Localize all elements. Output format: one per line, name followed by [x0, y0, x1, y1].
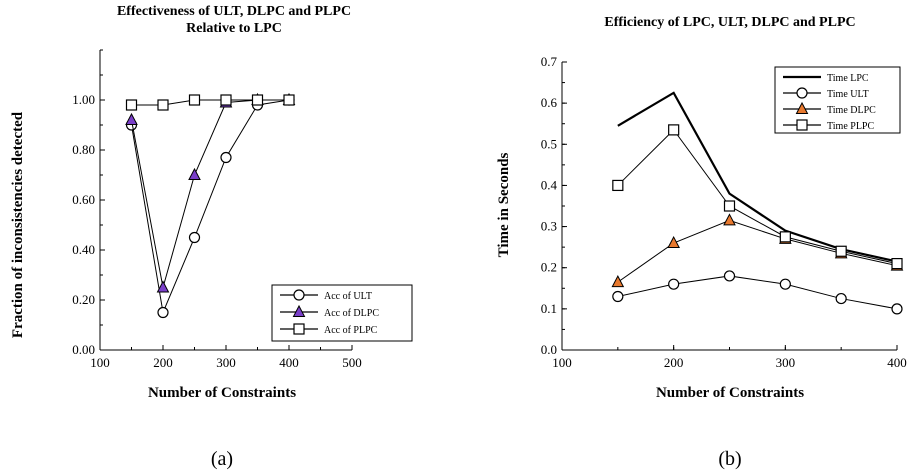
- chart-a-legend: Acc of ULT Acc of DLPC Acc of PLPC: [271, 284, 413, 342]
- data-point: [779, 278, 791, 290]
- chart-b-axes: [561, 61, 898, 351]
- chart-b-legend: Time LPC Time ULT Time DLPC Time PLPC: [774, 66, 901, 134]
- data-point: [612, 290, 624, 303]
- data-point: [188, 94, 201, 106]
- legend-marker: [796, 119, 808, 131]
- data-point: [891, 303, 903, 315]
- data-point: [723, 270, 736, 282]
- data-point: [612, 179, 624, 192]
- panel-label-b: (b): [718, 448, 741, 470]
- y-tick-label: 0.0: [541, 342, 557, 357]
- data-point: [220, 151, 232, 164]
- series-line-acc-of-dlpc: [131, 99, 289, 288]
- data-point: [611, 275, 625, 288]
- chart-b-x-axis-label: Number of Constraints: [656, 385, 804, 401]
- x-tick-label: 400: [887, 355, 907, 370]
- data-point: [835, 292, 847, 305]
- x-tick-label: 100: [552, 355, 572, 370]
- y-tick-label: 0.7: [541, 54, 558, 69]
- chart-effectiveness: Effectiveness of ULT, DLPC and PLPC Rela…: [10, 4, 413, 470]
- chart-a-y-axis-label: Fraction of inconsistencies detected: [10, 111, 26, 338]
- legend-marker: [292, 304, 306, 317]
- legend-label: Acc of PLPC: [324, 325, 378, 336]
- y-tick-label: 0.5: [541, 136, 557, 151]
- chart-b-title-line-1: Efficiency of LPC, ULT, DLPC and PLPC: [604, 15, 855, 30]
- legend-marker: [795, 101, 809, 114]
- data-point: [668, 278, 680, 290]
- legend-label: Time ULT: [827, 89, 869, 100]
- chart-a-axes: [99, 49, 353, 351]
- data-point: [779, 231, 791, 243]
- data-point: [188, 231, 201, 244]
- legend-label: Time PLPC: [827, 121, 874, 132]
- data-point: [188, 167, 201, 180]
- panel-label-a: (a): [211, 448, 233, 470]
- series-line-time-dlpc: [617, 219, 898, 283]
- data-point: [125, 112, 138, 125]
- y-tick-label: 0.1: [541, 301, 557, 316]
- y-tick-label: 0.80: [72, 142, 95, 157]
- data-point: [891, 258, 903, 270]
- series-line-time-lpc: [617, 91, 898, 263]
- data-point: [723, 200, 736, 212]
- x-tick-label: 500: [342, 355, 362, 370]
- data-point: [157, 306, 169, 319]
- chart-b-y-axis-label: Time in Seconds: [496, 152, 512, 257]
- chart-b-tick-labels: 100 200 300 400 0.0 0.1 0.2 0.3 0.4 0.5 0.6 0.7: [541, 54, 907, 370]
- data-point: [835, 245, 847, 257]
- x-tick-label: 200: [153, 355, 173, 370]
- y-tick-label: 1.00: [72, 92, 95, 107]
- data-point: [667, 235, 680, 249]
- y-tick-label: 0.4: [541, 177, 558, 192]
- x-tick-label: 300: [776, 355, 796, 370]
- legend-label: Acc of DLPC: [324, 308, 379, 319]
- chart-efficiency: Efficiency of LPC, ULT, DLPC and PLPC 10…: [496, 15, 907, 470]
- data-point: [156, 280, 170, 293]
- x-tick-label: 300: [216, 355, 236, 370]
- data-point: [283, 94, 295, 106]
- data-point: [220, 94, 232, 106]
- y-tick-label: 0.20: [72, 292, 95, 307]
- data-point: [125, 99, 138, 111]
- chart-a-x-axis-label: Number of Constraints: [148, 385, 296, 401]
- series-line-acc-of-ult: [131, 99, 290, 315]
- chart-a-title-line-1: Effectiveness of ULT, DLPC and PLPC: [117, 4, 351, 19]
- series-line-time-plpc: [617, 129, 898, 265]
- legend-marker: [293, 289, 305, 301]
- chart-a-series: [125, 92, 296, 319]
- y-tick-label: 0.40: [72, 242, 95, 257]
- x-tick-label: 100: [90, 355, 110, 370]
- data-point: [723, 213, 736, 226]
- x-tick-label: 200: [664, 355, 684, 370]
- x-tick-label: 400: [279, 355, 299, 370]
- legend-label: Time DLPC: [827, 105, 876, 116]
- y-tick-label: 0.00: [72, 342, 95, 357]
- y-tick-label: 0.2: [541, 260, 557, 275]
- data-point: [157, 99, 169, 111]
- y-tick-label: 0.60: [72, 192, 95, 207]
- legend-label: Time LPC: [827, 73, 869, 84]
- legend-marker: [293, 323, 305, 335]
- data-point: [251, 94, 264, 106]
- legend-label: Acc of ULT: [324, 291, 372, 302]
- chart-a-tick-labels: 100 200 300 400 500 0.00 0.20 0.40 0.60 0.80 1.00: [72, 92, 362, 370]
- chart-a-title-line-2: Relative to LPC: [186, 21, 282, 36]
- y-tick-label: 0.3: [541, 219, 557, 234]
- series-line-time-ult: [617, 275, 898, 310]
- y-tick-label: 0.6: [541, 95, 558, 110]
- chart-b-series: [611, 91, 904, 315]
- legend-marker: [796, 87, 808, 99]
- data-point: [668, 124, 680, 136]
